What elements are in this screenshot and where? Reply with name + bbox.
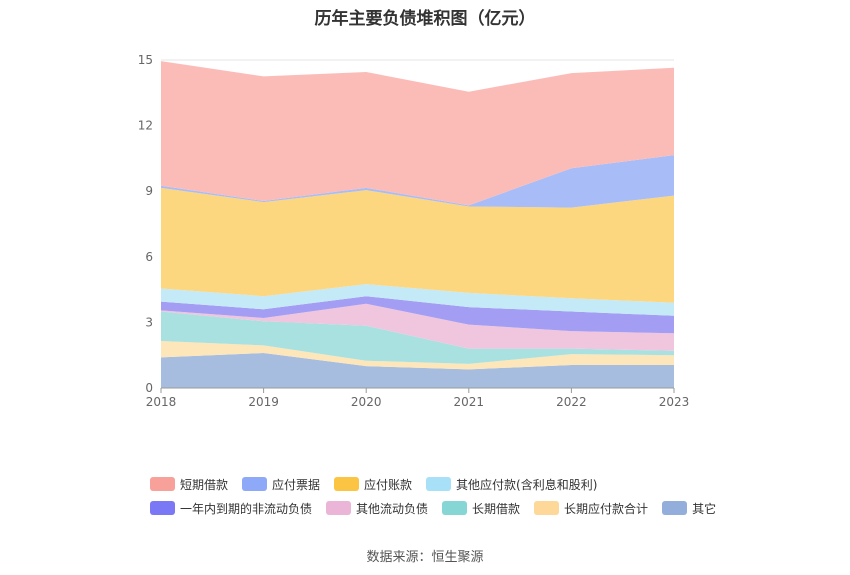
x-tick-label: 2018 bbox=[146, 395, 177, 409]
legend-swatch bbox=[334, 477, 360, 491]
area-series-3 bbox=[161, 311, 674, 364]
area-series-4 bbox=[161, 303, 674, 351]
x-tick-label: 2023 bbox=[659, 395, 690, 409]
legend-swatch bbox=[534, 501, 560, 515]
chart-title: 历年主要负债堆积图（亿元） bbox=[314, 9, 536, 29]
legend-item[interactable]: 其它 bbox=[662, 500, 716, 517]
legend-label: 其他应付款(含利息和股利) bbox=[456, 477, 598, 492]
area-series-1 bbox=[161, 353, 674, 388]
area-series-5 bbox=[161, 296, 674, 334]
area-series-2 bbox=[161, 341, 674, 370]
legend-item[interactable]: 应付票据 bbox=[242, 476, 320, 493]
y-tick-label: 0 bbox=[145, 381, 153, 395]
y-tick-label: 6 bbox=[145, 250, 153, 264]
legend-item[interactable]: 其他应付款(含利息和股利) bbox=[426, 476, 597, 493]
legend-label: 长期借款 bbox=[472, 501, 521, 516]
area-series-8 bbox=[161, 155, 674, 208]
area-series-9 bbox=[161, 61, 674, 206]
legend-item[interactable]: 长期借款 bbox=[442, 500, 520, 517]
x-tick-label: 2020 bbox=[351, 395, 382, 409]
source-note: 数据来源：恒生聚源 bbox=[366, 550, 484, 565]
legend-item[interactable]: 应付账款 bbox=[334, 476, 412, 493]
legend-swatch bbox=[426, 477, 452, 491]
legend-label: 长期应付款合计 bbox=[564, 501, 649, 516]
legend-label: 应付账款 bbox=[364, 477, 413, 492]
y-tick-label: 3 bbox=[145, 315, 153, 329]
legend: 短期借款 应付票据 应付账款 其他应付款(含利息和股利) 一年内到期的非流动负债 其他流… bbox=[150, 472, 770, 520]
legend-row-2: 一年内到期的非流动负债 其他流动负债 长期借款 长期应付款合计 其它 bbox=[150, 496, 770, 520]
legend-label: 短期借款 bbox=[180, 477, 229, 492]
legend-item[interactable]: 其他流动负债 bbox=[326, 500, 428, 517]
legend-item[interactable]: 长期应付款合计 bbox=[534, 500, 648, 517]
legend-swatch bbox=[442, 501, 468, 515]
y-tick-label: 12 bbox=[138, 119, 153, 133]
legend-label: 其它 bbox=[692, 501, 717, 516]
area-series bbox=[161, 61, 674, 388]
legend-label: 一年内到期的非流动负债 bbox=[180, 501, 313, 516]
legend-row-1: 短期借款 应付票据 应付账款 其他应付款(含利息和股利) bbox=[150, 472, 770, 496]
legend-item[interactable]: 短期借款 bbox=[150, 476, 228, 493]
legend-label: 其他流动负债 bbox=[356, 501, 429, 516]
stacked-area-chart: 0 3 6 9 12 15 2018 2019 2020 2021 2022 2023 bbox=[138, 53, 690, 409]
legend-item[interactable]: 一年内到期的非流动负债 bbox=[150, 500, 312, 517]
x-tick-label: 2019 bbox=[248, 395, 279, 409]
area-series-7 bbox=[161, 187, 674, 303]
area-series-6 bbox=[161, 284, 674, 316]
y-tick-label: 15 bbox=[138, 53, 153, 67]
legend-swatch bbox=[150, 477, 175, 491]
legend-swatch bbox=[150, 501, 175, 515]
legend-label: 应付票据 bbox=[272, 477, 321, 492]
legend-swatch bbox=[662, 501, 688, 515]
legend-swatch bbox=[242, 477, 268, 491]
legend-swatch bbox=[326, 501, 352, 515]
x-tick-label: 2022 bbox=[556, 395, 587, 409]
axes: 0 3 6 9 12 15 2018 2019 2020 2021 2022 2023 bbox=[138, 53, 690, 409]
x-tick-label: 2021 bbox=[454, 395, 485, 409]
y-tick-label: 9 bbox=[145, 184, 153, 198]
